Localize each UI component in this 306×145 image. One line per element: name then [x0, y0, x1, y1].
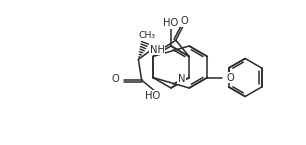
Text: NH: NH	[150, 45, 165, 55]
Text: CH₃: CH₃	[138, 31, 155, 40]
Text: HO: HO	[145, 91, 160, 101]
Text: HO: HO	[163, 18, 179, 28]
Text: O: O	[180, 16, 188, 26]
Text: O: O	[226, 72, 234, 83]
Text: O: O	[112, 74, 119, 84]
Text: N: N	[178, 74, 185, 84]
